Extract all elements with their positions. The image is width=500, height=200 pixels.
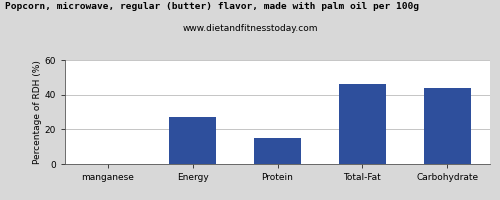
- Y-axis label: Percentage of RDH (%): Percentage of RDH (%): [32, 60, 42, 164]
- Bar: [339, 84, 386, 164]
- Bar: [254, 138, 301, 164]
- Text: www.dietandfitnesstoday.com: www.dietandfitnesstoday.com: [182, 24, 318, 33]
- Text: Popcorn, microwave, regular (butter) flavor, made with palm oil per 100g: Popcorn, microwave, regular (butter) fla…: [5, 2, 419, 11]
- Bar: [169, 117, 216, 164]
- Bar: [424, 88, 470, 164]
